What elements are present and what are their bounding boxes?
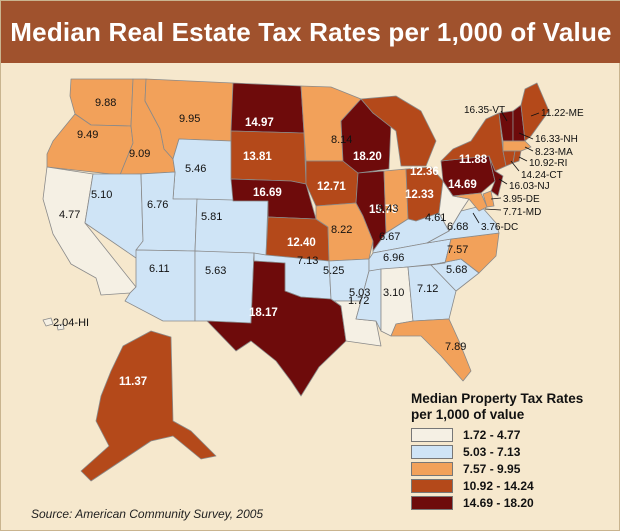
state-ma xyxy=(502,140,532,152)
state-az xyxy=(124,249,196,322)
state-ak xyxy=(80,330,217,482)
state-mi xyxy=(360,95,437,167)
legend-range-3: 7.57 - 9.95 xyxy=(463,462,521,476)
label-ms: 5.03 xyxy=(349,287,371,299)
legend: Median Property Tax Rates per 1,000 of v… xyxy=(411,391,616,510)
legend-swatch-5 xyxy=(411,496,453,510)
leader-lines xyxy=(472,110,540,224)
label-la: 1.72 xyxy=(348,295,370,307)
label-nv: 5.10 xyxy=(91,189,113,201)
state-tx xyxy=(206,252,347,397)
label-ne: 16.69 xyxy=(253,187,282,199)
state-hi-2 xyxy=(56,323,65,331)
state-nm xyxy=(194,250,255,324)
label-nj: 16.03-NJ xyxy=(509,181,550,192)
us-map xyxy=(42,78,550,482)
state-fl xyxy=(390,318,472,382)
legend-item-1: 1.72 - 4.77 xyxy=(411,428,616,442)
label-dc: 3.76-DC xyxy=(481,222,519,233)
label-ky: 6.67 xyxy=(379,231,401,243)
label-id: 9.09 xyxy=(129,148,151,160)
label-va: 6.68 xyxy=(447,221,469,233)
legend-item-4: 10.92 - 14.24 xyxy=(411,479,616,493)
state-co xyxy=(194,198,269,256)
title-banner: Median Real Estate Tax Rates per 1,000 o… xyxy=(1,1,620,63)
label-sc: 5.68 xyxy=(446,264,468,276)
label-me: 11.22-ME xyxy=(541,108,584,119)
label-nm: 5.63 xyxy=(205,265,227,277)
label-al: 3.10 xyxy=(383,287,405,299)
state-ri xyxy=(512,150,522,164)
state-md xyxy=(452,192,488,212)
state-hi xyxy=(42,317,54,327)
label-pa: 14.69 xyxy=(448,179,477,191)
legend-swatch-2 xyxy=(411,445,453,459)
label-nc: 7.57 xyxy=(447,244,469,256)
label-vt: 16.35-VT xyxy=(464,105,506,116)
label-sd: 13.81 xyxy=(243,151,272,163)
source-note: Source: American Community Survey, 2005 xyxy=(31,507,264,521)
label-mi: 12.36 xyxy=(410,166,439,178)
label-ak: 11.37 xyxy=(119,376,148,388)
label-in: 9.43 xyxy=(377,203,399,215)
label-ar: 5.25 xyxy=(323,265,345,277)
label-ca: 4.77 xyxy=(59,209,81,221)
label-oh: 12.33 xyxy=(405,189,434,201)
label-wv: 4.61 xyxy=(425,212,447,224)
label-ut: 6.76 xyxy=(147,199,169,211)
legend-range-4: 10.92 - 14.24 xyxy=(463,479,534,493)
label-ok: 7.13 xyxy=(297,255,319,267)
label-mn: 8.14 xyxy=(331,134,353,146)
label-ks: 12.40 xyxy=(287,237,316,249)
legend-item-5: 14.69 - 18.20 xyxy=(411,496,616,510)
label-ri: 10.92-RI xyxy=(529,158,568,169)
label-ga: 7.12 xyxy=(417,283,439,295)
legend-swatch-4 xyxy=(411,479,453,493)
label-mo: 8.22 xyxy=(331,224,353,236)
label-tn: 6.96 xyxy=(383,252,405,264)
label-ia: 12.71 xyxy=(317,181,346,193)
label-md: 7.71-MD xyxy=(503,207,542,218)
label-co: 5.81 xyxy=(201,211,223,223)
legend-swatch-1 xyxy=(411,428,453,442)
label-de: 3.95-DE xyxy=(503,194,540,205)
label-hi: 2.04-HI xyxy=(53,317,90,329)
legend-range-2: 5.03 - 7.13 xyxy=(463,445,521,459)
label-tx: 18.17 xyxy=(249,307,278,319)
label-wa: 9.88 xyxy=(95,97,117,109)
label-az: 6.11 xyxy=(149,263,170,275)
legend-swatch-3 xyxy=(411,462,453,476)
legend-range-1: 1.72 - 4.77 xyxy=(463,428,521,442)
legend-range-5: 14.69 - 18.20 xyxy=(463,496,534,510)
label-ny: 11.88 xyxy=(459,154,488,166)
label-wy: 5.46 xyxy=(185,163,207,175)
label-ma: 8.23-MA xyxy=(535,147,573,158)
label-il: 15.79 xyxy=(369,204,398,216)
legend-title-line2: per 1,000 of value xyxy=(411,407,525,422)
legend-item-2: 5.03 - 7.13 xyxy=(411,445,616,459)
map-title: Median Real Estate Tax Rates per 1,000 o… xyxy=(10,16,612,47)
label-mt: 9.95 xyxy=(179,113,201,125)
label-fl: 7.89 xyxy=(445,341,467,353)
label-nh: 16.33-NH xyxy=(535,134,578,145)
label-wi: 18.20 xyxy=(353,151,382,163)
state-nj xyxy=(488,155,504,197)
state-de xyxy=(482,190,495,208)
label-ct: 14.24-CT xyxy=(521,170,563,181)
label-nd: 14.97 xyxy=(245,117,274,129)
legend-title-line1: Median Property Tax Rates xyxy=(411,391,584,406)
legend-item-3: 7.57 - 9.95 xyxy=(411,462,616,476)
label-or: 9.49 xyxy=(77,129,99,141)
